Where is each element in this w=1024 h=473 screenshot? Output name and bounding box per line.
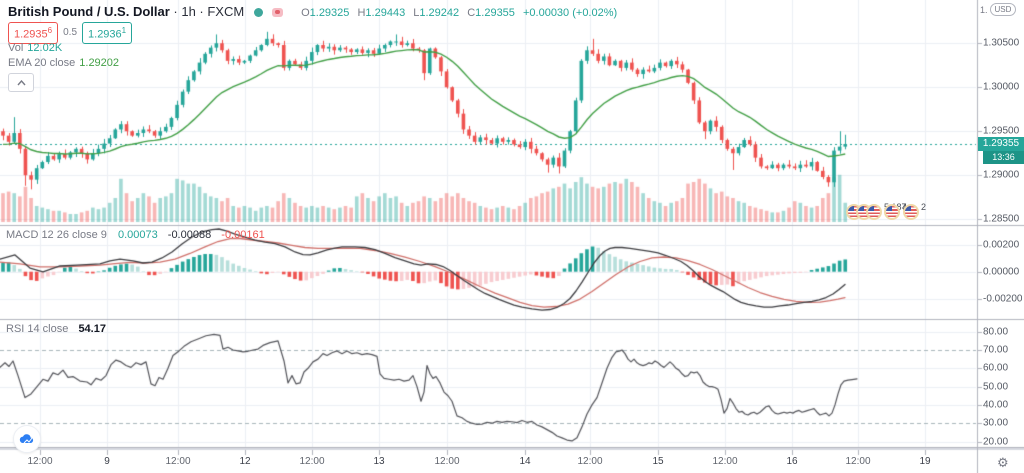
cloud-icon xyxy=(19,434,34,444)
time-tick-day-label: 13 xyxy=(373,456,385,467)
flag-icon xyxy=(903,204,919,220)
event-badge[interactable]: 2 xyxy=(903,202,927,220)
volume-legend: Vol 12.02K xyxy=(8,42,63,54)
tradingview-logo[interactable] xyxy=(13,425,41,453)
flag-icon xyxy=(884,204,900,220)
buy-button[interactable]: 1.29361 xyxy=(82,22,133,44)
symbol-legend[interactable]: British Pound / U.S. Dollar · 1h · FXCM … xyxy=(8,4,622,19)
gear-icon[interactable]: ⚙ xyxy=(997,455,1009,470)
macd-hist-value: 0.00073 xyxy=(117,229,158,241)
time-tick-label: 12:00 xyxy=(165,456,191,467)
time-tick-day-label: 14 xyxy=(519,456,531,467)
flag-icon xyxy=(866,204,882,220)
symbol-meta: · 1h · FXCM xyxy=(169,4,245,19)
symbol-name: British Pound / U.S. Dollar xyxy=(8,4,170,19)
pink-flag-icon[interactable] xyxy=(272,8,284,18)
close-value: 1.29355 xyxy=(475,7,515,19)
time-tick-label: 12:00 xyxy=(27,456,53,467)
macd-tick-label: -0.00200 xyxy=(983,293,1023,305)
time-tick-label: 12:00 xyxy=(299,456,325,467)
macd-tick-label: 0.00000 xyxy=(983,266,1020,278)
rsi-legend[interactable]: RSI 14 close 54.17 xyxy=(6,323,106,335)
time-tick-day-label: 9 xyxy=(104,456,110,467)
teal-marker-icon[interactable] xyxy=(253,8,263,18)
change-value: +0.00030 (+0.02%) xyxy=(522,7,618,19)
macd-signal-value: -0.00161 xyxy=(221,229,265,241)
rsi-value: 54.17 xyxy=(78,323,106,335)
time-tick-label: 12:00 xyxy=(434,456,460,467)
price-tick-label: 1.28500 xyxy=(983,213,1020,225)
volume-value: 12.02K xyxy=(27,42,63,54)
time-tick-label: 12:00 xyxy=(845,456,871,467)
rsi-tick-label: 70.00 xyxy=(983,344,1009,356)
current-price-label: 1.29355 xyxy=(978,137,1024,151)
ema-legend: EMA 20 close 1.29202 xyxy=(8,57,120,69)
currency-pill[interactable]: USD xyxy=(989,3,1017,16)
price-axis-unit[interactable]: 1. USD xyxy=(980,3,1017,16)
rsi-tick-label: 20.00 xyxy=(983,436,1009,447)
time-tick-day-label: 12 xyxy=(239,456,251,467)
chevron-up-icon xyxy=(16,79,26,85)
sell-button[interactable]: 1.29356 xyxy=(8,22,59,44)
quote-row: 1.29356 0.5 1.29361 xyxy=(8,22,133,44)
price-tick-label: 1.29000 xyxy=(983,169,1020,181)
event-count: 2 xyxy=(921,202,927,212)
rsi-tick-label: 60.00 xyxy=(983,362,1009,374)
low-value: 1.29242 xyxy=(419,7,460,19)
high-value: 1.29443 xyxy=(365,7,406,19)
macd-line-value: -0.00088 xyxy=(167,229,212,241)
rsi-tick-label: 50.00 xyxy=(983,381,1009,393)
price-tick-label: 1.30500 xyxy=(983,37,1020,49)
rsi-tick-label: 80.00 xyxy=(983,326,1009,338)
macd-tick-label: 0.00200 xyxy=(983,239,1020,250)
time-tick-day-label: 15 xyxy=(652,456,664,467)
time-tick-label: 12:00 xyxy=(577,456,603,467)
price-tick-label: 1.30000 xyxy=(983,81,1020,93)
collapse-legend-button[interactable] xyxy=(8,73,34,92)
spread-value: 0.5 xyxy=(63,27,78,39)
bar-countdown-label: 13:36 xyxy=(983,151,1024,164)
time-tick-label: 12:00 xyxy=(712,456,738,467)
rsi-tick-label: 30.00 xyxy=(983,417,1009,429)
ohlc-readout: O1.29325 H1.29443 L1.29242 C1.29355 +0.0… xyxy=(301,7,618,19)
time-tick-day-label: 16 xyxy=(786,456,798,467)
price-tick-label: 1.29500 xyxy=(983,125,1020,137)
open-value: 1.29325 xyxy=(309,7,350,19)
macd-legend[interactable]: MACD 12 26 close 9 0.00073 -0.00088 -0.0… xyxy=(6,229,265,241)
ema-value: 1.29202 xyxy=(79,57,120,69)
rsi-tick-label: 40.00 xyxy=(983,399,1009,411)
time-tick-day-label: 19 xyxy=(919,456,931,467)
